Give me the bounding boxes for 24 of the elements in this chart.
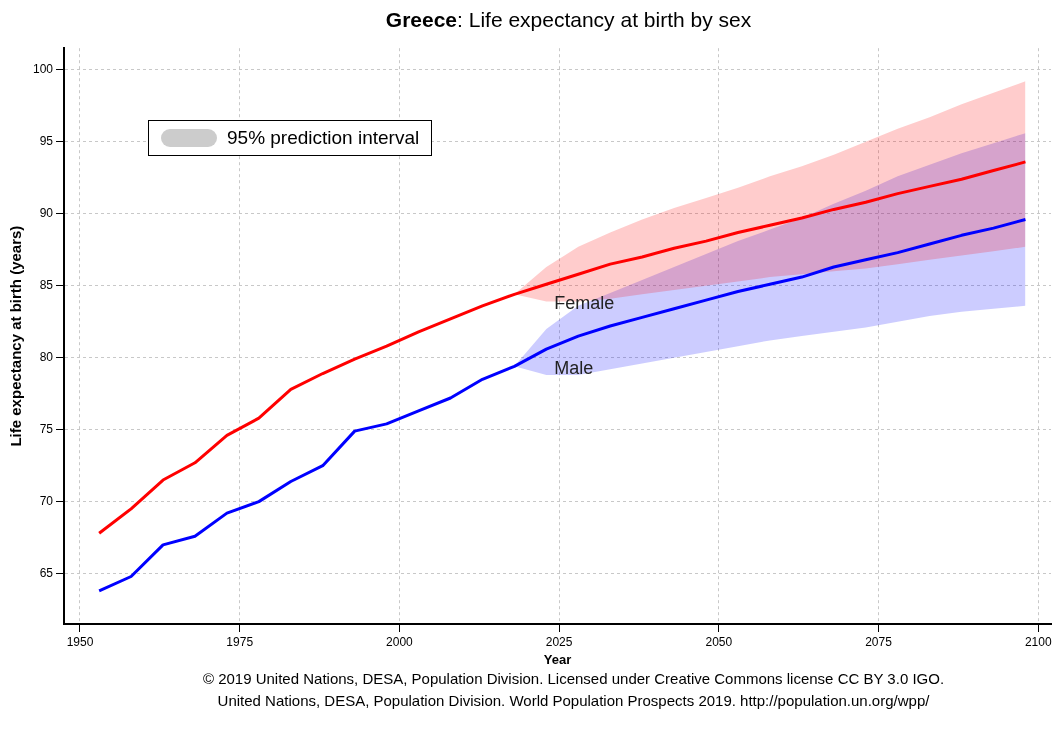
x-tick-label: 1950 (66, 634, 94, 649)
x-tick-label: 2100 (1024, 634, 1052, 649)
y-tick-label: 90 (39, 206, 54, 221)
chart-title: Greece: Life expectancy at birth by sex (384, 7, 753, 33)
y-tick-label: 70 (39, 493, 54, 508)
x-axis-title: Year (543, 651, 572, 667)
y-tick-label: 75 (39, 421, 54, 436)
x-tick-label: 2050 (705, 634, 733, 649)
legend-box: 95% prediction interval (148, 120, 433, 156)
series-label: Male (554, 358, 594, 379)
text: United Nations, DESA, Population Division. World Population Prospects 2019. http://population.un.org/wpp/ (216, 691, 931, 711)
x-tick-label: 2025 (545, 634, 573, 649)
x-tick-label: 2075 (865, 634, 893, 649)
x-tick-label: 2000 (386, 634, 414, 649)
series-label: Female (554, 293, 615, 314)
y-tick-label: 85 (39, 278, 54, 293)
y-tick-label: 65 (39, 565, 54, 580)
x-tick-label: 1975 (226, 634, 254, 649)
y-tick-label: 100 (32, 62, 54, 77)
legend-title: 95% prediction interval (227, 127, 420, 149)
text: © 2019 United Nations, DESA, Population Division. Licensed under Creative Commons license CC BY 3.0 IGO. (201, 669, 946, 689)
y-tick-label: 80 (39, 350, 54, 365)
y-tick-label: 95 (39, 134, 54, 149)
y-axis-title: Life expectancy at birth (years) (7, 225, 25, 447)
